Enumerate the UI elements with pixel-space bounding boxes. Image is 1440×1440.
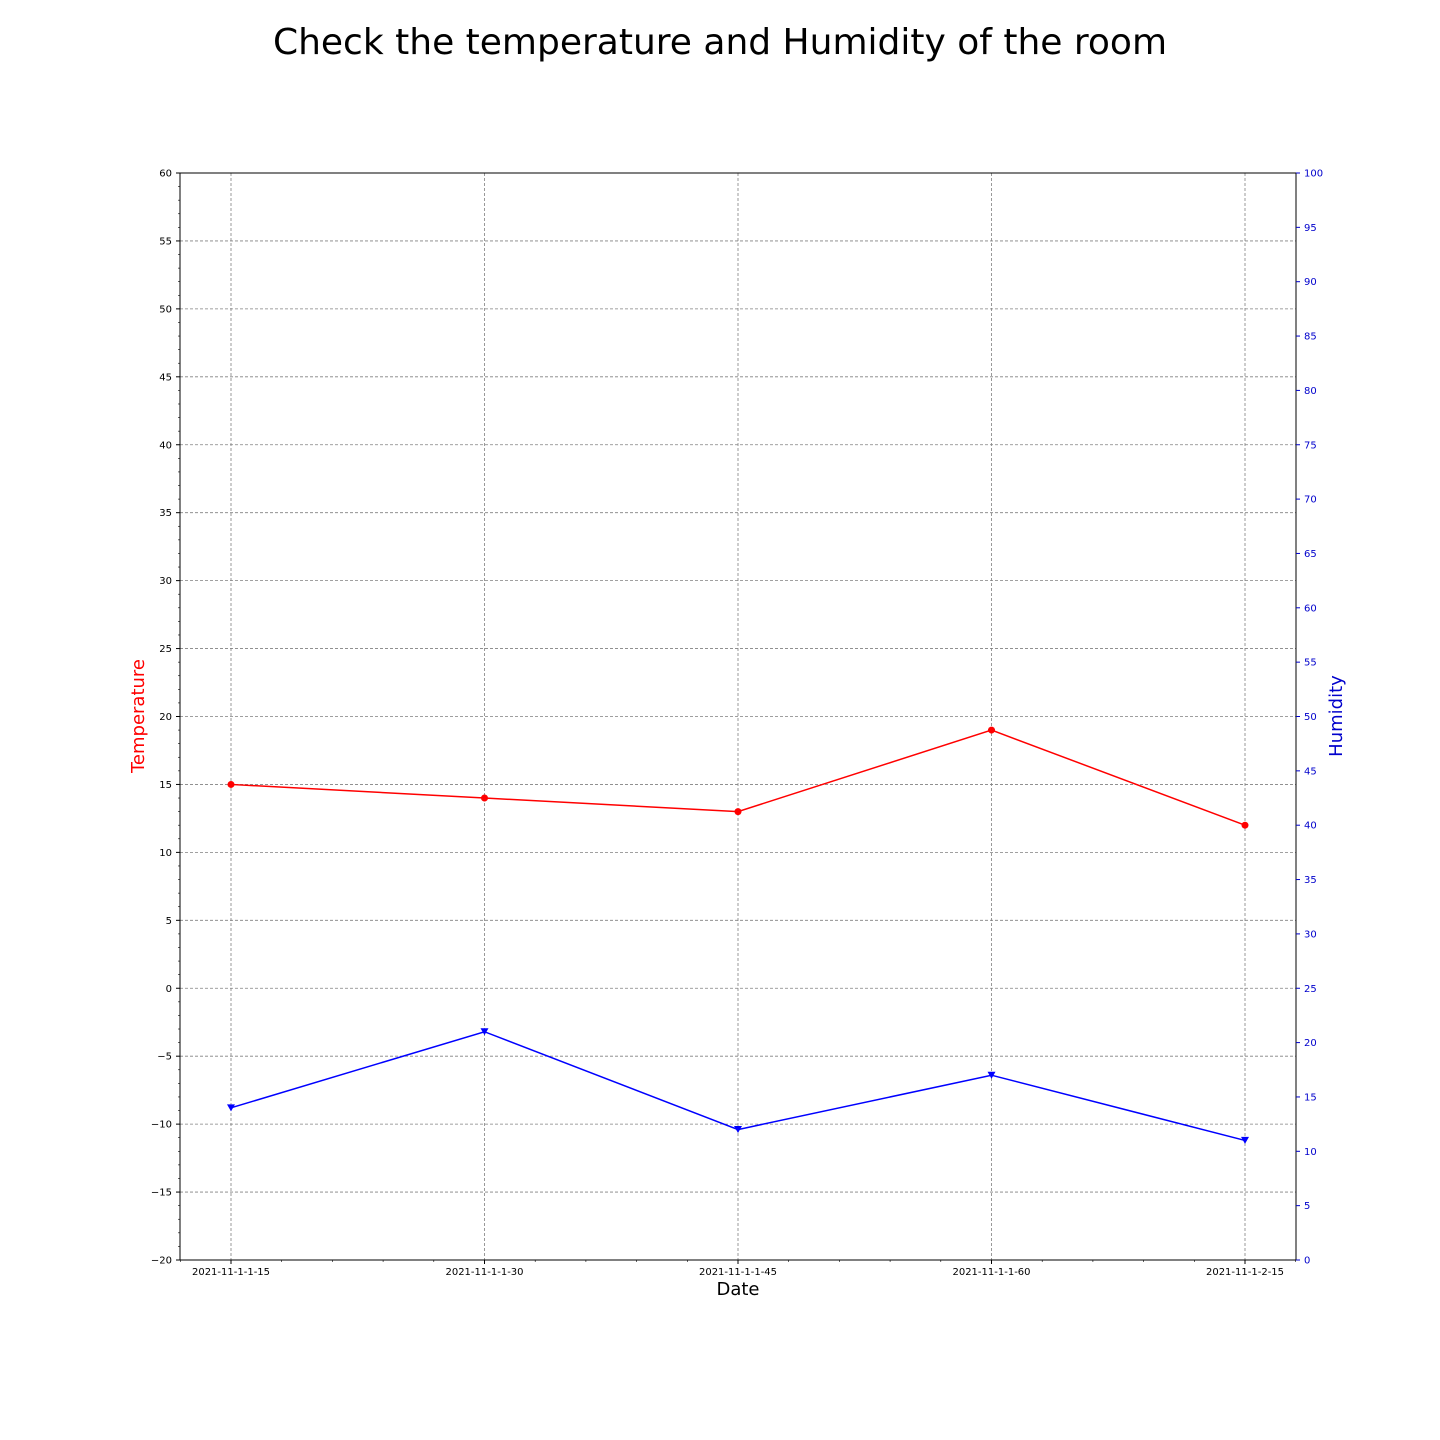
right-tick-label: 15 [1304,1092,1317,1103]
left-tick-label: −10 [151,1120,172,1131]
right-y-axis-label: Humidity [1326,675,1347,757]
x-tick-label: 2021-11-1-1-60 [952,1267,1030,1278]
data-point [988,726,995,734]
data-point [1241,821,1249,829]
right-tick-label: 40 [1304,821,1317,832]
right-tick-label: 0 [1304,1256,1310,1267]
right-tick-label: 50 [1304,712,1317,723]
right-tick-label: 55 [1304,658,1317,669]
right-tick-label: 30 [1304,929,1317,940]
left-tick-label: 40 [159,440,172,451]
right-tick-label: 75 [1304,440,1317,451]
data-point [227,780,235,788]
x-tick-label: 2021-11-1-1-30 [445,1267,523,1278]
left-tick-label: 15 [159,780,172,791]
left-tick-label: 5 [166,916,172,927]
data-point [480,1028,489,1036]
right-tick-label: 25 [1304,984,1317,995]
right-tick-label: 5 [1304,1201,1310,1212]
right-y-axis: 0 5 10 15 20 25 30 35 40 45 50 55 60 65 70 75 80 85 90 95 10… [1296,169,1323,1267]
right-tick-label: 70 [1304,495,1317,506]
right-tick-label: 85 [1304,332,1317,343]
right-tick-label: 65 [1304,549,1317,560]
x-axis: 2021-11-1-1-15 2021-11-1-1-30 2021-11-1-1-… [180,1260,1296,1278]
left-tick-label: 30 [159,576,172,587]
left-tick-label: 25 [159,644,172,655]
data-point [987,1071,996,1079]
data-point [734,808,742,816]
x-tick-label: 2021-11-1-2-15 [1206,1267,1284,1278]
grid [180,173,1296,1260]
x-tick-label: 2021-11-1-1-45 [699,1267,777,1278]
left-tick-label: −5 [157,1052,172,1063]
x-tick-label: 2021-11-1-1-15 [192,1267,270,1278]
right-tick-label: 90 [1304,277,1317,288]
data-point [227,1104,235,1112]
right-tick-label: 20 [1304,1038,1317,1049]
left-tick-label: 35 [159,508,172,519]
chart-title: Check the temperature and Humidity of th… [272,22,1168,63]
right-tick-label: 10 [1304,1147,1317,1158]
data-point [481,794,488,802]
left-tick-label: 55 [159,236,172,247]
left-y-axis-label: Temperature [128,659,149,774]
data-point [734,1126,742,1134]
left-tick-label: 50 [159,304,172,315]
left-y-axis: −20 −15 −10 −5 0 5 10 15 20 25 30 35 40 45 50 55 60 [151,169,180,1267]
right-tick-label: 60 [1304,603,1317,614]
right-tick-label: 95 [1304,223,1317,234]
left-tick-label: 45 [159,372,172,383]
left-tick-label: −15 [151,1188,172,1199]
left-tick-label: 60 [159,169,172,180]
left-tick-label: −20 [151,1256,172,1267]
data-point [1241,1136,1249,1144]
series-layer [227,726,1249,1144]
right-tick-label: 80 [1304,386,1317,397]
right-tick-label: 100 [1304,169,1323,180]
right-tick-label: 35 [1304,875,1317,886]
right-tick-label: 45 [1304,766,1317,777]
left-tick-label: 10 [159,848,172,859]
x-axis-label: Date [716,1279,759,1300]
left-tick-label: 0 [166,984,172,995]
left-tick-label: 20 [159,712,172,723]
